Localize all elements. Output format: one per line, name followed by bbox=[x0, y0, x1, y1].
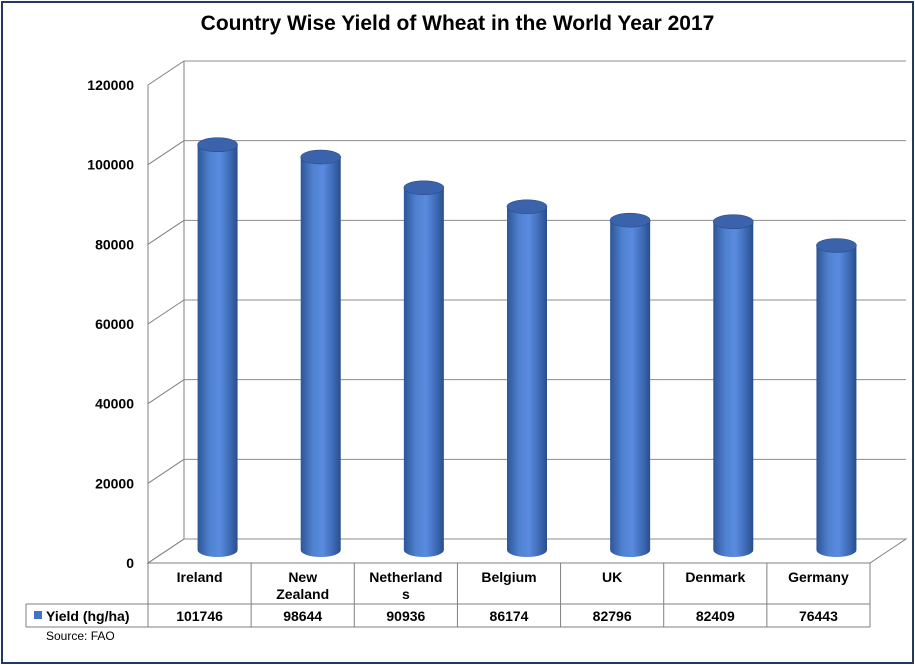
bar-top bbox=[197, 137, 238, 153]
y-tick-label: 80000 bbox=[95, 236, 134, 252]
legend-swatch bbox=[34, 611, 42, 619]
bar-body bbox=[300, 157, 341, 558]
bar bbox=[403, 180, 445, 558]
bar-body bbox=[507, 206, 547, 557]
y-tick-label: 20000 bbox=[95, 475, 134, 491]
bar-body bbox=[403, 187, 444, 558]
category-label: Belgium bbox=[481, 569, 536, 585]
y-axis: 0 20000 40000 60000 80000 100000 120000 bbox=[87, 77, 134, 571]
gridline-diagonal bbox=[147, 299, 185, 325]
value-label: 90936 bbox=[386, 608, 425, 624]
bar-top bbox=[506, 199, 548, 215]
bar bbox=[609, 212, 651, 558]
bar-body bbox=[610, 220, 651, 558]
bar bbox=[712, 214, 754, 558]
bar-top bbox=[609, 212, 651, 228]
value-label: 76443 bbox=[799, 608, 838, 624]
bar bbox=[506, 199, 548, 557]
y-tick-label: 40000 bbox=[95, 396, 134, 412]
gridline-diagonal bbox=[147, 140, 185, 166]
chart-title: Country Wise Yield of Wheat in the World… bbox=[200, 12, 715, 35]
category-label: Germany bbox=[788, 569, 849, 585]
category-label: Denmark bbox=[685, 569, 745, 585]
gridline-diagonal bbox=[147, 458, 185, 484]
bar-top bbox=[403, 180, 445, 196]
bar bbox=[816, 238, 857, 558]
bar-top bbox=[300, 149, 342, 165]
gridline-diagonal bbox=[147, 538, 185, 564]
y-tick-label: 120000 bbox=[87, 77, 134, 93]
value-label: 101746 bbox=[176, 608, 223, 624]
category-label: Ireland bbox=[177, 569, 223, 585]
value-label: 98644 bbox=[283, 608, 322, 624]
data-table: Ireland New Zealand Netherland s Belgium UK Den… bbox=[25, 562, 871, 628]
bar-body bbox=[816, 245, 857, 558]
gridline-diagonal bbox=[147, 379, 185, 405]
bars bbox=[197, 137, 857, 558]
y-tick-label: 60000 bbox=[95, 316, 134, 332]
value-label: 82409 bbox=[696, 608, 735, 624]
bar-body bbox=[713, 221, 754, 558]
gridline-diagonal bbox=[147, 219, 185, 245]
bar bbox=[300, 149, 342, 558]
category-label: UK bbox=[602, 569, 622, 585]
bar bbox=[197, 137, 238, 558]
value-label: 86174 bbox=[490, 608, 529, 624]
y-tick-label: 100000 bbox=[87, 157, 134, 173]
category-label: Netherland s bbox=[369, 569, 442, 602]
category-label: New Zealand bbox=[276, 569, 329, 602]
bar-top bbox=[712, 214, 754, 230]
y-tick-label: 0 bbox=[126, 555, 134, 571]
source-note: Source: FAO bbox=[46, 629, 115, 643]
legend-label: Yield (hg/ha) bbox=[46, 608, 129, 624]
bar-top bbox=[816, 238, 857, 253]
bar-body bbox=[197, 144, 238, 558]
gridline-diagonal bbox=[147, 60, 185, 86]
value-label: 82796 bbox=[593, 608, 632, 624]
